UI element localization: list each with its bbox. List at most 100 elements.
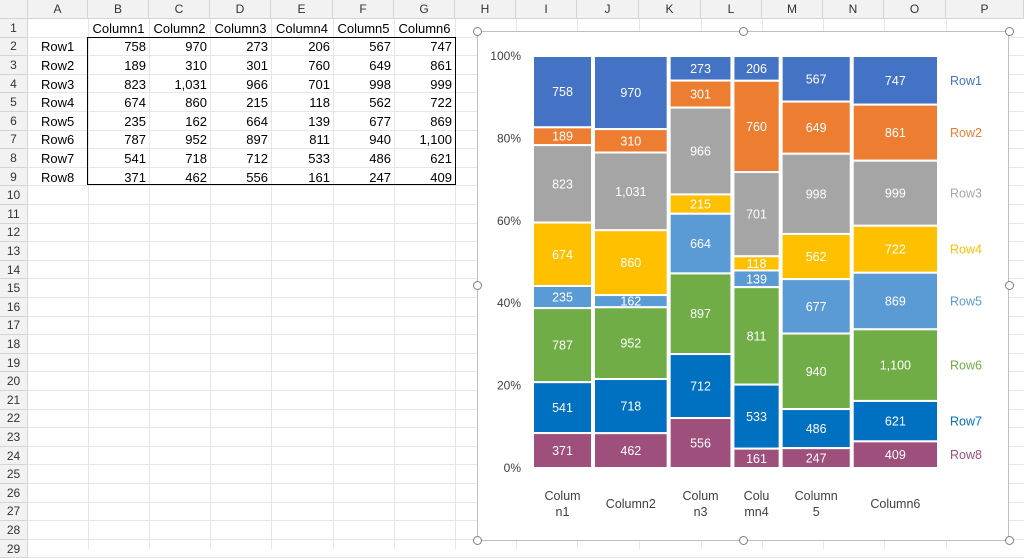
table-cell[interactable]: 718 bbox=[185, 150, 207, 166]
row-header-11[interactable]: 11 bbox=[0, 205, 28, 224]
table-cell[interactable]: 861 bbox=[430, 57, 452, 73]
column-header-j[interactable]: J bbox=[577, 0, 639, 19]
table-cell[interactable]: 562 bbox=[369, 95, 391, 111]
column-header-k[interactable]: K bbox=[639, 0, 701, 19]
row-label-cell[interactable]: Row8 bbox=[41, 169, 75, 185]
table-cell[interactable]: 674 bbox=[124, 95, 146, 111]
column-header-h[interactable]: H bbox=[455, 0, 516, 19]
table-cell[interactable]: 747 bbox=[430, 39, 452, 55]
column-header-m[interactable]: M bbox=[762, 0, 823, 19]
column-header-g[interactable]: G bbox=[394, 0, 455, 19]
table-cell[interactable]: 999 bbox=[430, 76, 452, 92]
table-cell[interactable]: 189 bbox=[124, 57, 146, 73]
row-header-20[interactable]: 20 bbox=[0, 372, 28, 391]
column-header-e[interactable]: E bbox=[271, 0, 333, 19]
table-cell[interactable]: 621 bbox=[430, 150, 452, 166]
row-label-cell[interactable]: Row4 bbox=[41, 95, 75, 111]
table-header-cell[interactable]: Column2 bbox=[153, 20, 206, 36]
table-cell[interactable]: 162 bbox=[185, 113, 207, 129]
table-cell[interactable]: 371 bbox=[124, 169, 146, 185]
row-header-6[interactable]: 6 bbox=[0, 112, 28, 131]
table-cell[interactable]: 556 bbox=[246, 169, 268, 185]
table-cell[interactable]: 966 bbox=[246, 76, 268, 92]
row-label-cell[interactable]: Row1 bbox=[41, 39, 75, 55]
column-header-b[interactable]: B bbox=[88, 0, 149, 19]
table-cell[interactable]: 139 bbox=[308, 113, 330, 129]
row-header-24[interactable]: 24 bbox=[0, 446, 28, 466]
row-label-cell[interactable]: Row6 bbox=[41, 132, 75, 148]
column-header-a[interactable]: A bbox=[28, 0, 88, 19]
row-label-cell[interactable]: Row5 bbox=[41, 113, 75, 129]
row-header-7[interactable]: 7 bbox=[0, 130, 28, 150]
table-cell[interactable]: 118 bbox=[309, 95, 330, 111]
column-header-f[interactable]: F bbox=[333, 0, 394, 19]
table-cell[interactable]: 940 bbox=[369, 132, 391, 148]
table-cell[interactable]: 712 bbox=[246, 150, 268, 166]
resize-handle-top-left[interactable] bbox=[473, 27, 482, 36]
mekko-chart[interactable]: 0% 20% 40% 60% 80% 100% 758 189 823 674 235 787 541 3… bbox=[477, 31, 1009, 541]
table-cell[interactable]: 301 bbox=[246, 57, 268, 73]
row-header-19[interactable]: 19 bbox=[0, 353, 28, 373]
resize-handle-bottom-left[interactable] bbox=[473, 536, 482, 545]
resize-handle-top-right[interactable] bbox=[1005, 27, 1014, 36]
row-header-1[interactable]: 1 bbox=[0, 19, 28, 38]
table-header-cell[interactable]: Column5 bbox=[337, 20, 390, 36]
table-cell[interactable]: 758 bbox=[124, 39, 146, 55]
row-header-25[interactable]: 25 bbox=[0, 465, 28, 484]
resize-handle-bottom-right[interactable] bbox=[1005, 536, 1014, 545]
table-cell[interactable]: 215 bbox=[246, 95, 268, 111]
column-header-i[interactable]: I bbox=[516, 0, 577, 19]
row-header-18[interactable]: 18 bbox=[0, 335, 28, 354]
row-header-23[interactable]: 23 bbox=[0, 428, 28, 447]
column-header-n[interactable]: N bbox=[823, 0, 884, 19]
table-cell[interactable]: 701 bbox=[308, 76, 330, 92]
row-header-2[interactable]: 2 bbox=[0, 37, 28, 57]
table-cell[interactable]: 787 bbox=[124, 132, 146, 148]
row-header-3[interactable]: 3 bbox=[0, 56, 28, 75]
row-label-cell[interactable]: Row3 bbox=[41, 76, 75, 92]
row-header-15[interactable]: 15 bbox=[0, 279, 28, 298]
row-header-16[interactable]: 16 bbox=[0, 298, 28, 317]
resize-handle-top[interactable] bbox=[739, 27, 748, 36]
table-cell[interactable]: 677 bbox=[369, 113, 391, 129]
resize-handle-right[interactable] bbox=[1005, 281, 1014, 290]
table-cell[interactable]: 664 bbox=[246, 113, 268, 129]
table-cell[interactable]: 1,100 bbox=[419, 132, 452, 148]
table-header-cell[interactable]: Column1 bbox=[92, 20, 145, 36]
row-header-10[interactable]: 10 bbox=[0, 186, 28, 205]
table-cell[interactable]: 247 bbox=[369, 169, 391, 185]
table-header-cell[interactable]: Column4 bbox=[275, 20, 329, 36]
row-header-9[interactable]: 9 bbox=[0, 167, 28, 187]
table-cell[interactable]: 541 bbox=[124, 150, 146, 166]
table-header-cell[interactable]: Column6 bbox=[398, 20, 451, 36]
table-cell[interactable]: 952 bbox=[185, 132, 207, 148]
row-header-13[interactable]: 13 bbox=[0, 242, 28, 261]
table-cell[interactable]: 897 bbox=[246, 132, 268, 148]
row-header-26[interactable]: 26 bbox=[0, 484, 28, 503]
table-cell[interactable]: 860 bbox=[185, 95, 207, 111]
row-header-14[interactable]: 14 bbox=[0, 260, 28, 280]
row-header-27[interactable]: 27 bbox=[0, 502, 28, 522]
row-label-cell[interactable]: Row7 bbox=[41, 150, 75, 166]
table-cell[interactable]: 970 bbox=[185, 39, 207, 55]
table-cell[interactable]: 649 bbox=[369, 57, 391, 73]
table-cell[interactable]: 1,031 bbox=[174, 76, 207, 92]
table-cell[interactable]: 869 bbox=[430, 113, 452, 129]
select-all-corner[interactable] bbox=[0, 0, 28, 19]
row-header-28[interactable]: 28 bbox=[0, 521, 28, 540]
column-header-c[interactable]: C bbox=[149, 0, 210, 19]
column-header-d[interactable]: D bbox=[210, 0, 271, 19]
table-cell[interactable]: 760 bbox=[308, 57, 330, 73]
resize-handle-bottom[interactable] bbox=[739, 536, 748, 545]
table-cell[interactable]: 161 bbox=[308, 169, 330, 185]
table-cell[interactable]: 235 bbox=[124, 113, 146, 129]
resize-handle-left[interactable] bbox=[473, 281, 482, 290]
column-header-p[interactable]: P bbox=[946, 0, 1024, 19]
row-header-17[interactable]: 17 bbox=[0, 316, 28, 336]
table-cell[interactable]: 206 bbox=[308, 39, 330, 55]
table-cell[interactable]: 998 bbox=[369, 76, 391, 92]
row-header-21[interactable]: 21 bbox=[0, 391, 28, 410]
table-cell[interactable]: 811 bbox=[309, 132, 330, 148]
table-cell[interactable]: 409 bbox=[430, 169, 452, 185]
row-header-5[interactable]: 5 bbox=[0, 93, 28, 112]
